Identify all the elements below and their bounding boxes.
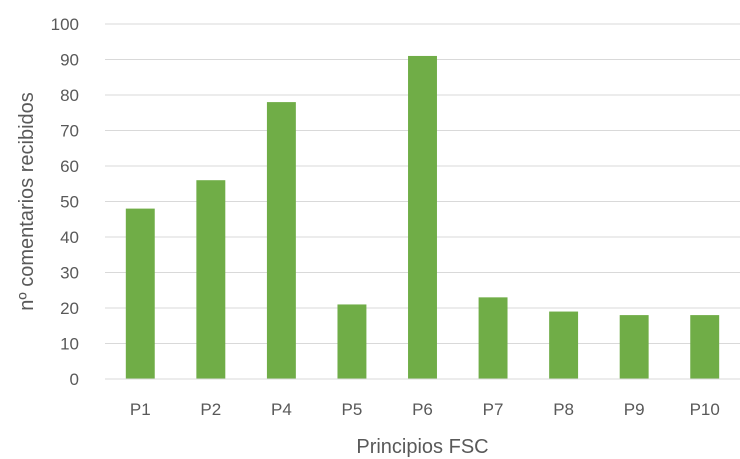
bar-P4: [266, 102, 296, 379]
x-tick-label: P1: [130, 400, 151, 419]
x-tick-label: P7: [483, 400, 504, 419]
bar-P5: [337, 304, 367, 379]
y-tick-label: 10: [60, 335, 79, 354]
y-tick-label: 70: [60, 122, 79, 141]
y-tick-label: 0: [70, 370, 79, 389]
bar-P8: [549, 311, 579, 379]
x-tick-label: P4: [271, 400, 292, 419]
y-tick-label: 40: [60, 228, 79, 247]
bars: [125, 55, 720, 379]
bar-P6: [408, 55, 437, 379]
x-tick-label: P2: [200, 400, 221, 419]
y-axis-ticks: 0 10 20 30 40 50 60 70 80 90 100: [51, 15, 79, 389]
y-tick-label: 90: [60, 51, 79, 70]
bar-P10: [690, 315, 720, 379]
x-tick-label: P6: [412, 400, 433, 419]
x-axis-ticks: P1 P2 P4 P5 P6 P7 P8 P9 P10: [130, 400, 720, 419]
y-axis-title: nº comentarios recibidos: [16, 92, 38, 311]
x-axis-title: Principios FSC: [356, 436, 488, 458]
bar-P7: [478, 297, 508, 379]
y-tick-label: 30: [60, 264, 79, 283]
bar-P2: [196, 180, 226, 379]
x-tick-label: P8: [553, 400, 574, 419]
y-tick-label: 100: [51, 15, 79, 34]
bar-P9: [619, 315, 649, 379]
x-tick-label: P5: [342, 400, 363, 419]
x-tick-label: P10: [690, 400, 720, 419]
y-tick-label: 80: [60, 86, 79, 105]
y-tick-label: 60: [60, 157, 79, 176]
y-tick-label: 20: [60, 299, 79, 318]
bar-P1: [125, 208, 155, 379]
x-tick-label: P9: [624, 400, 645, 419]
y-tick-label: 50: [60, 193, 79, 212]
